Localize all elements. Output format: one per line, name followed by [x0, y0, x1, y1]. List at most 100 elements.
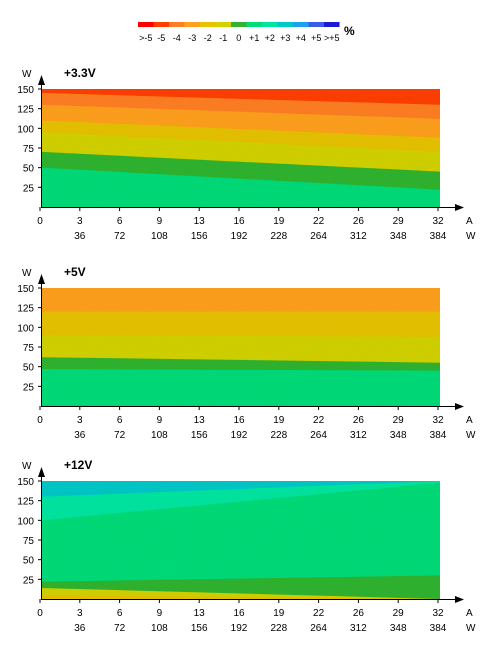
legend-swatch — [138, 22, 154, 27]
x-tick-label-amps: 9 — [157, 608, 163, 619]
panel-title: +3.3V — [64, 66, 96, 80]
panel-title: +5V — [64, 265, 86, 279]
legend-swatch — [324, 22, 340, 27]
y-axis-arrow — [38, 274, 45, 284]
x-axis-unit-amps: A — [466, 608, 473, 619]
y-tick-label: 25 — [23, 575, 35, 586]
x-tick-label-amps: 16 — [233, 415, 245, 426]
legend-swatch — [246, 22, 262, 27]
x-tick-label-watts: 384 — [430, 430, 447, 441]
x-axis-unit-amps: A — [466, 216, 473, 227]
y-tick-label: 50 — [23, 363, 35, 374]
x-tick-label-watts: 72 — [114, 231, 126, 242]
x-tick-label-watts: 228 — [270, 231, 287, 242]
legend-swatch — [293, 22, 309, 27]
y-tick-label: 150 — [17, 85, 34, 96]
y-tick-label: 100 — [17, 516, 34, 527]
x-tick-label-watts: 36 — [74, 623, 86, 634]
x-tick-label-amps: 13 — [194, 216, 206, 227]
x-tick-label-amps: 26 — [353, 415, 365, 426]
y-tick-label: 100 — [17, 323, 34, 334]
x-axis-arrow — [455, 204, 464, 211]
x-tick-label-watts: 228 — [270, 623, 287, 634]
legend-label: +5 — [311, 33, 321, 43]
heatmap-band — [42, 288, 440, 312]
x-tick-label-amps: 13 — [194, 415, 206, 426]
x-tick-label-watts: 348 — [390, 430, 407, 441]
x-tick-label-watts: 156 — [191, 430, 208, 441]
y-tick-label: 125 — [17, 105, 34, 116]
x-axis-unit-watts: W — [466, 430, 476, 441]
legend-swatch — [169, 22, 185, 27]
x-tick-label-amps: 6 — [117, 608, 123, 619]
heatmap-area — [42, 288, 440, 406]
legend-label: -4 — [173, 33, 181, 43]
legend-label: >-5 — [139, 33, 152, 43]
heatmap-area — [42, 481, 440, 599]
legend-swatch — [200, 22, 216, 27]
x-tick-label-watts: 384 — [430, 231, 447, 242]
x-tick-label-amps: 16 — [233, 216, 245, 227]
x-tick-label-amps: 22 — [313, 608, 325, 619]
legend-label: +2 — [265, 33, 275, 43]
x-tick-label-amps: 19 — [273, 415, 285, 426]
y-tick-label: 25 — [23, 382, 35, 393]
y-axis-unit: W — [22, 461, 32, 472]
x-tick-label-watts: 312 — [350, 231, 367, 242]
x-tick-label-amps: 6 — [117, 415, 123, 426]
heatmap-area — [42, 89, 440, 207]
x-axis-unit-watts: W — [466, 231, 476, 242]
x-tick-label-watts: 156 — [191, 623, 208, 634]
x-axis-unit-watts: W — [466, 623, 476, 634]
y-axis-unit: W — [22, 69, 32, 80]
x-tick-label-amps: 22 — [313, 415, 325, 426]
x-tick-label-watts: 108 — [151, 430, 168, 441]
x-tick-label-watts: 264 — [310, 430, 327, 441]
panel-title: +12V — [64, 458, 92, 472]
legend-swatch — [308, 22, 324, 27]
x-tick-label-watts: 108 — [151, 623, 168, 634]
x-tick-label-watts: 348 — [390, 231, 407, 242]
x-tick-label-watts: 36 — [74, 231, 86, 242]
x-tick-label-amps: 3 — [77, 608, 83, 619]
x-tick-label-amps: 16 — [233, 608, 245, 619]
x-tick-label-amps: 3 — [77, 216, 83, 227]
x-tick-label-amps: 19 — [273, 216, 285, 227]
legend-swatch — [153, 22, 169, 27]
x-axis-unit-amps: A — [466, 415, 473, 426]
x-tick-label-watts: 192 — [231, 430, 248, 441]
legend-label: -2 — [204, 33, 212, 43]
y-tick-label: 25 — [23, 183, 35, 194]
legend-swatch — [277, 22, 293, 27]
legend-label: 0 — [236, 33, 241, 43]
heatmap-band — [42, 89, 440, 105]
x-axis-arrow — [455, 403, 464, 410]
x-tick-label-amps: 9 — [157, 216, 163, 227]
x-tick-label-watts: 384 — [430, 623, 447, 634]
x-tick-label-watts: 348 — [390, 623, 407, 634]
legend-label: -5 — [157, 33, 165, 43]
y-tick-label: 125 — [17, 497, 34, 508]
y-tick-label: 75 — [23, 144, 35, 155]
legend-unit: % — [344, 24, 355, 38]
y-tick-label: 125 — [17, 304, 34, 315]
x-tick-label-watts: 72 — [114, 623, 126, 634]
legend-label: -3 — [188, 33, 196, 43]
y-tick-label: 75 — [23, 536, 35, 547]
x-tick-label-watts: 192 — [231, 231, 248, 242]
x-tick-label-amps: 26 — [353, 216, 365, 227]
x-tick-label-amps: 19 — [273, 608, 285, 619]
x-tick-label-watts: 156 — [191, 231, 208, 242]
y-tick-label: 100 — [17, 124, 34, 135]
legend-swatch — [184, 22, 200, 27]
x-tick-label-watts: 192 — [231, 623, 248, 634]
x-tick-label-amps: 13 — [194, 608, 206, 619]
x-tick-label-amps: 29 — [393, 216, 405, 227]
y-tick-label: 50 — [23, 556, 35, 567]
x-tick-label-amps: 29 — [393, 608, 405, 619]
x-tick-label-amps: 32 — [432, 608, 444, 619]
